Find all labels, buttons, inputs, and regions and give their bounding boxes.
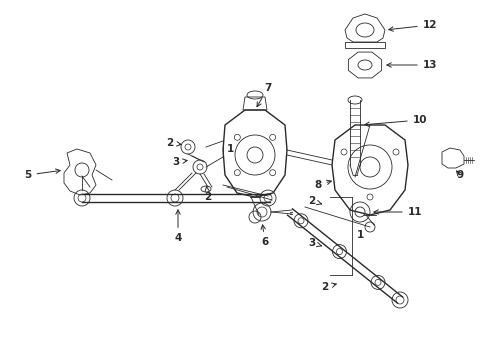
Text: 1: 1 <box>356 230 364 240</box>
Text: 2: 2 <box>308 196 321 206</box>
Text: 11: 11 <box>374 207 422 217</box>
Text: 2: 2 <box>167 138 181 148</box>
Text: 12: 12 <box>389 20 437 31</box>
Text: 8: 8 <box>315 180 331 190</box>
Text: 13: 13 <box>387 60 437 70</box>
Text: 6: 6 <box>261 225 269 247</box>
Text: 9: 9 <box>457 170 464 180</box>
Text: 4: 4 <box>174 210 182 243</box>
Text: 7: 7 <box>257 83 271 107</box>
Text: 5: 5 <box>24 169 60 180</box>
Text: 1: 1 <box>226 144 234 154</box>
Text: 2: 2 <box>204 186 212 202</box>
Text: 3: 3 <box>172 157 187 167</box>
Text: 10: 10 <box>365 115 427 126</box>
Text: 2: 2 <box>321 282 336 292</box>
Text: 3: 3 <box>308 238 321 248</box>
